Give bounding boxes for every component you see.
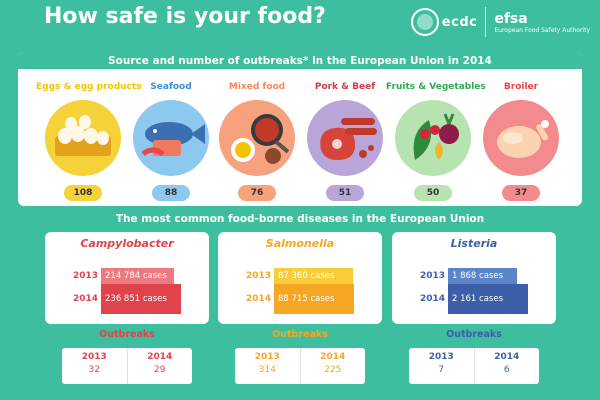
cases-row-2013: 2013 1 868 cases bbox=[392, 268, 556, 284]
ecdc-logo-text: ecdc bbox=[441, 14, 478, 30]
logo-divider bbox=[485, 7, 487, 37]
outbreaks-year: 2014 bbox=[320, 352, 346, 362]
outbreak-count-badge: 37 bbox=[502, 185, 540, 201]
sources-title: Source and number of outbreaks* in the E… bbox=[108, 55, 492, 67]
efsa-logo-subtitle: European Food Safety Authority bbox=[494, 26, 590, 34]
outbreaks-year: 2014 bbox=[147, 352, 173, 362]
outbreaks-year: 2013 bbox=[428, 352, 454, 362]
category-fruits-vegetables: Fruits & Vegetables 50 bbox=[386, 82, 486, 201]
outbreaks-value: 7 bbox=[438, 365, 445, 375]
cases-row-2014: 2014 236 851 cases bbox=[45, 284, 209, 314]
outbreaks-heading: Outbreaks bbox=[272, 329, 328, 340]
cases-year: 2013 bbox=[420, 271, 446, 281]
outbreaks-box-listeria: Outbreaks 2013 7 2014 6 bbox=[401, 326, 547, 386]
outbreak-count-badge: 50 bbox=[414, 185, 452, 201]
outbreak-count-badge: 76 bbox=[238, 185, 276, 201]
outbreak-count-badge: 88 bbox=[152, 185, 190, 201]
outbreak-count-badge: 51 bbox=[326, 185, 364, 201]
cases-bar: 214 784 cases bbox=[101, 268, 174, 284]
outbreaks-box-salmonella: Outbreaks 2013 314 2014 225 bbox=[227, 326, 373, 386]
category-broiler: Broiler 37 bbox=[474, 82, 568, 201]
cases-bar: 2 161 cases bbox=[448, 284, 528, 314]
category-label: Pork & Beef bbox=[314, 82, 376, 92]
category-pork-beef: Pork & Beef 51 bbox=[298, 82, 392, 201]
outbreaks-heading: Outbreaks bbox=[446, 329, 502, 340]
outbreaks-col-2013: 2013 7 bbox=[409, 348, 474, 384]
mixed-food-icon bbox=[219, 100, 295, 176]
category-label: Eggs & egg products bbox=[36, 82, 142, 92]
fruits-vegetables-icon bbox=[395, 100, 471, 176]
cases-row-2013: 2013 87 360 cases bbox=[218, 268, 382, 284]
cases-bar: 88 715 cases bbox=[274, 284, 354, 314]
cases-row-2013: 2013 214 784 cases bbox=[45, 268, 209, 284]
sources-panel-header bbox=[18, 52, 582, 71]
outbreaks-table: 2013 32 2014 29 bbox=[62, 348, 192, 384]
outbreaks-col-2014: 2014 6 bbox=[473, 348, 540, 384]
diseases-title: The most common food-borne diseases in t… bbox=[115, 213, 485, 225]
outbreaks-col-2014: 2014 225 bbox=[299, 348, 366, 384]
category-label: Mixed food bbox=[228, 82, 286, 92]
outbreaks-table: 2013 314 2014 225 bbox=[235, 348, 365, 384]
cases-year: 2014 bbox=[73, 294, 99, 304]
efsa-logo-text: efsa bbox=[494, 10, 528, 27]
globe-icon bbox=[410, 8, 439, 36]
cases-year: 2014 bbox=[246, 294, 272, 304]
outbreaks-heading: Outbreaks bbox=[99, 329, 155, 340]
chicken-icon bbox=[483, 100, 559, 176]
disease-card-listeria: Listeria 2013 1 868 cases 2014 2 161 cases bbox=[392, 232, 556, 324]
cases-year: 2013 bbox=[246, 271, 272, 281]
category-label: Seafood bbox=[150, 82, 192, 92]
cases-year: 2013 bbox=[73, 271, 99, 281]
outbreaks-box-campylobacter: Outbreaks 2013 32 2014 29 bbox=[54, 326, 200, 386]
cases-year: 2014 bbox=[420, 294, 446, 304]
disease-card-salmonella: Salmonella 2013 87 360 cases 2014 88 715 cas… bbox=[218, 232, 382, 324]
outbreaks-value: 29 bbox=[154, 365, 166, 375]
outbreaks-value: 225 bbox=[324, 365, 342, 375]
outbreaks-year: 2013 bbox=[254, 352, 280, 362]
disease-name: Campylobacter bbox=[80, 237, 174, 250]
meat-icon bbox=[307, 100, 383, 176]
cases-bar: 87 360 cases bbox=[274, 268, 353, 284]
category-label: Fruits & Vegetables bbox=[386, 82, 486, 92]
category-label: Broiler bbox=[503, 82, 539, 92]
cases-bar: 1 868 cases bbox=[448, 268, 517, 284]
cases-row-2014: 2014 2 161 cases bbox=[392, 284, 556, 314]
category-eggs-egg-products: Eggs & egg products 108 bbox=[36, 82, 142, 201]
efsa-logo: efsa European Food Safety Authority bbox=[494, 11, 590, 34]
disease-card-campylobacter: Campylobacter 2013 214 784 cases 2014 236 85… bbox=[45, 232, 209, 324]
outbreaks-year: 2014 bbox=[494, 352, 520, 362]
fish-icon bbox=[133, 100, 209, 176]
disease-name: Listeria bbox=[450, 237, 498, 250]
outbreaks-value: 32 bbox=[88, 365, 100, 375]
eggs-icon bbox=[45, 100, 121, 176]
category-mixed-food: Mixed food 76 bbox=[210, 82, 304, 201]
outbreaks-value: 314 bbox=[258, 365, 276, 375]
outbreaks-col-2014: 2014 29 bbox=[126, 348, 193, 384]
ecdc-logo: ecdc bbox=[410, 8, 478, 36]
outbreaks-value: 6 bbox=[503, 365, 510, 375]
logos: ecdc efsa European Food Safety Authority bbox=[410, 2, 590, 42]
cases-row-2014: 2014 88 715 cases bbox=[218, 284, 382, 314]
outbreaks-col-2013: 2013 314 bbox=[235, 348, 300, 384]
cases-bar: 236 851 cases bbox=[101, 284, 181, 314]
outbreak-count-badge: 108 bbox=[64, 185, 102, 201]
category-seafood: Seafood 88 bbox=[124, 82, 218, 201]
outbreaks-col-2013: 2013 32 bbox=[62, 348, 127, 384]
page-title: How safe is your food? bbox=[44, 4, 326, 29]
disease-name: Salmonella bbox=[265, 237, 335, 250]
outbreaks-table: 2013 7 2014 6 bbox=[409, 348, 539, 384]
outbreaks-year: 2013 bbox=[81, 352, 107, 362]
